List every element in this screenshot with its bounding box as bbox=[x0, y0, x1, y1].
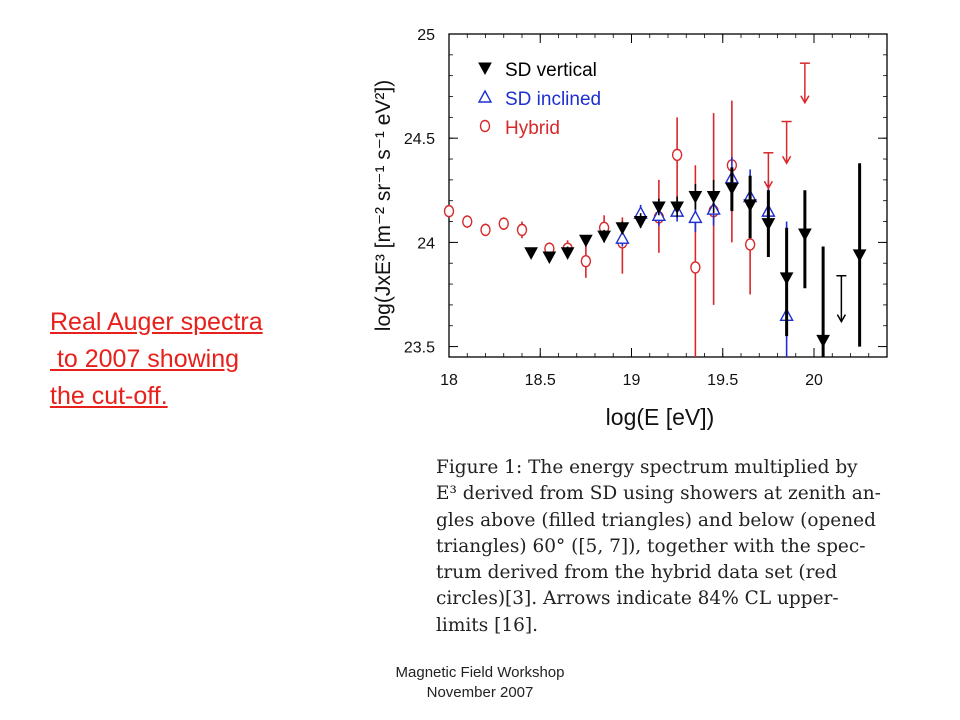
data-point bbox=[779, 272, 794, 285]
legend-entry: SD inclined bbox=[505, 89, 601, 110]
y-tick-label: 25 bbox=[417, 27, 435, 44]
x-tick-label: 20 bbox=[805, 372, 823, 389]
arrow-head bbox=[800, 95, 810, 105]
x-tick-label: 18 bbox=[440, 372, 458, 389]
data-point bbox=[443, 204, 455, 218]
caption-line-3: gles above (filled triangles) and below … bbox=[436, 509, 876, 531]
chart-legend: SD vertical SD inclined Hybrid bbox=[477, 60, 601, 139]
arrow-head bbox=[763, 180, 774, 190]
data-point bbox=[597, 230, 611, 244]
data-point bbox=[688, 209, 703, 224]
slide-note-line-3: the cut-off. bbox=[50, 382, 168, 410]
data-point bbox=[542, 251, 557, 265]
legend-marker bbox=[478, 62, 492, 76]
data-point bbox=[671, 148, 683, 162]
data-point bbox=[652, 201, 666, 215]
data-point bbox=[516, 223, 528, 237]
caption-line-2: E³ derived from SD using showers at zeni… bbox=[436, 483, 881, 505]
slide-footer: Magnetic Field Workshop November 2007 bbox=[340, 663, 620, 703]
x-axis-label: log(E [eV]) bbox=[606, 404, 715, 430]
spectrum-chart: 18 18.5 19 19.5 20 23.5 24 24.5 25 log(E [eV]) log… bbox=[372, 27, 888, 430]
upper-limit-arrow bbox=[836, 274, 847, 324]
data-point bbox=[706, 191, 721, 204]
caption-line-6: circles)[3]. Arrows indicate 84% CL uppe… bbox=[436, 588, 839, 610]
data-point bbox=[615, 230, 630, 244]
y-tick-label: 24.5 bbox=[404, 131, 435, 148]
plot-frame bbox=[448, 33, 888, 358]
data-point bbox=[761, 218, 776, 231]
data-point bbox=[688, 191, 703, 204]
y-tick-label: 24 bbox=[417, 235, 435, 252]
y-axis-label: log(JxE³ [m⁻² sr⁻¹ s⁻¹ eV²]) bbox=[372, 80, 395, 331]
slide-note: Real Auger spectra to 2007 showing the c… bbox=[50, 304, 340, 415]
data-point bbox=[690, 261, 701, 274]
arrow-head bbox=[781, 155, 792, 165]
x-tick-label: 19 bbox=[623, 372, 641, 389]
data-point bbox=[480, 223, 491, 237]
slide-note-line-2: to 2007 showing bbox=[50, 345, 240, 373]
data-point bbox=[633, 216, 648, 229]
data-point bbox=[743, 199, 757, 212]
upper-limit-arrow bbox=[763, 152, 774, 190]
figure-caption: Figure 1: The energy spectrum multiplied… bbox=[436, 455, 904, 639]
legend-entry: SD vertical bbox=[505, 60, 597, 81]
data-point bbox=[670, 201, 684, 215]
data-point bbox=[498, 217, 509, 230]
y-tick-label: 23.5 bbox=[404, 340, 435, 357]
data-point bbox=[725, 182, 739, 196]
series-sd-vertical bbox=[524, 163, 867, 357]
plot-layer bbox=[443, 62, 867, 357]
series-hybrid bbox=[443, 100, 756, 357]
x-tick-label: 18.5 bbox=[525, 372, 556, 389]
data-point bbox=[744, 238, 756, 251]
data-point bbox=[816, 334, 830, 348]
data-point bbox=[560, 247, 575, 260]
arrow-head bbox=[836, 314, 847, 324]
data-point bbox=[798, 228, 812, 242]
legend-marker bbox=[477, 89, 493, 103]
caption-line-5: trum derived from the hybrid data set (r… bbox=[436, 562, 838, 584]
footer-line-1: Magnetic Field Workshop bbox=[395, 664, 565, 681]
data-point bbox=[852, 249, 867, 262]
upper-limit-arrow bbox=[799, 62, 810, 105]
series-sd-inclined bbox=[615, 156, 794, 357]
data-point bbox=[615, 222, 630, 235]
slide-note-line-1: Real Auger spectra bbox=[50, 308, 263, 336]
axes-layer: 18 18.5 19 19.5 20 23.5 24 24.5 25 log(E [eV]) log… bbox=[372, 27, 888, 430]
legend-entry: Hybrid bbox=[505, 118, 560, 139]
data-point bbox=[462, 215, 473, 228]
data-point bbox=[580, 254, 592, 268]
caption-line-4: triangles) 60° ([5, 7]), together with t… bbox=[436, 535, 866, 557]
footer-line-2: November 2007 bbox=[426, 684, 534, 701]
data-point bbox=[579, 234, 593, 248]
upper-limit-arrow bbox=[781, 120, 792, 165]
data-point bbox=[524, 247, 538, 260]
caption-line-7: limits [16]. bbox=[436, 614, 538, 636]
caption-line-1: Figure 1: The energy spectrum multiplied… bbox=[436, 457, 858, 478]
x-tick-label: 19.5 bbox=[707, 372, 738, 389]
legend-marker bbox=[479, 119, 491, 133]
